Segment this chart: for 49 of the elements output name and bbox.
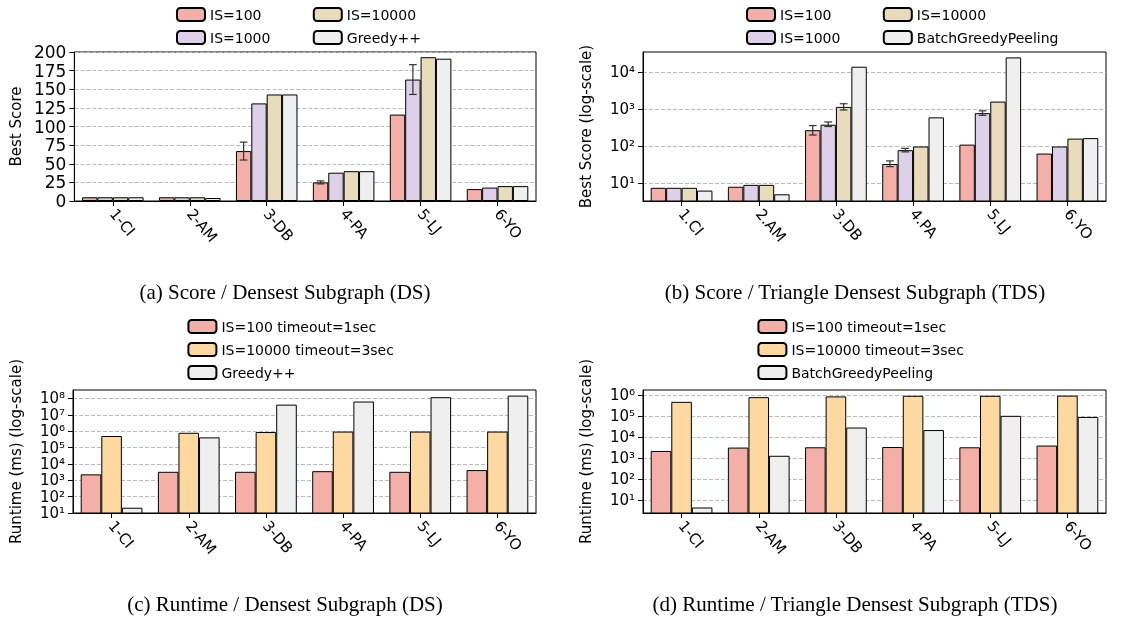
legend-label: IS=100 [210, 6, 262, 23]
y-axis-title: Runtime (ms) (log-scale) [6, 358, 25, 544]
y-tick-label: 200 [33, 42, 67, 62]
legend-label: IS=10000 [916, 6, 987, 23]
y-tick-label: 125 [33, 97, 67, 118]
y-tick-label: 50 [44, 153, 67, 174]
legend-label: IS=100 timeout=1sec [221, 318, 377, 334]
y-tick-label: 75 [44, 135, 67, 156]
y-axis-title: Best Score (log-scale) [576, 44, 595, 209]
y-tick-label: 10⁶ [609, 385, 635, 404]
text: (d) Runtime / Triangle Densest Subgraph (TDS) [652, 591, 1058, 615]
y-tick-label: 10² [609, 469, 635, 488]
y-tick-label: 10⁵ [39, 438, 65, 457]
y-tick-label: 10³ [609, 448, 635, 467]
y-tick-label: 175 [33, 60, 67, 81]
text: (b) Score / Triangle Densest Subgraph (TDS) [664, 279, 1046, 304]
legend-label: IS=100 timeout=1sec [791, 318, 947, 334]
legend-label: BatchGreedyPeeling [916, 29, 1059, 46]
legend-label: BatchGreedyPeeling [791, 364, 934, 380]
y-tick-label: 0 [55, 191, 67, 211]
legend-label: IS=1000 [780, 29, 841, 46]
y-tick-label: 10³ [609, 100, 635, 119]
legend-label: Greedy++ [346, 29, 421, 46]
y-tick-label: 10² [39, 487, 65, 506]
y-tick-label: 10⁴ [609, 63, 635, 82]
y-tick-label: 25 [44, 172, 67, 193]
y-tick-label: 10⁴ [609, 427, 635, 446]
legend-label: IS=10000 [346, 6, 417, 23]
legend-label: IS=1000 [210, 29, 271, 46]
y-tick-label: 10¹ [609, 174, 635, 193]
legend-label: IS=100 [780, 6, 832, 23]
y-tick-label: 10⁶ [39, 421, 65, 440]
y-tick-label: 10⁴ [39, 454, 65, 473]
y-tick-label: 10² [609, 137, 635, 156]
y-tick-label: 10¹ [609, 490, 635, 509]
y-tick-label: 10⁸ [39, 388, 65, 407]
legend-label: Greedy++ [221, 364, 296, 380]
legend-label: IS=10000 timeout=3sec [221, 341, 394, 357]
y-tick-label: 10¹ [39, 503, 65, 522]
y-tick-label: 100 [33, 116, 67, 137]
y-axis-title: Best Score [6, 86, 25, 167]
y-tick-label: 10⁵ [609, 406, 635, 425]
legend-label: IS=10000 timeout=3sec [791, 341, 964, 357]
text: (a) Score / Densest Subgraph (DS) [139, 279, 431, 304]
y-tick-label: 10⁷ [39, 405, 65, 424]
text: (c) Runtime / Densest Subgraph (DS) [127, 591, 443, 615]
y-tick-label: 10³ [39, 470, 65, 489]
y-tick-label: 150 [33, 79, 67, 100]
y-axis-title: Runtime (ms) (log-scale) [576, 358, 595, 544]
